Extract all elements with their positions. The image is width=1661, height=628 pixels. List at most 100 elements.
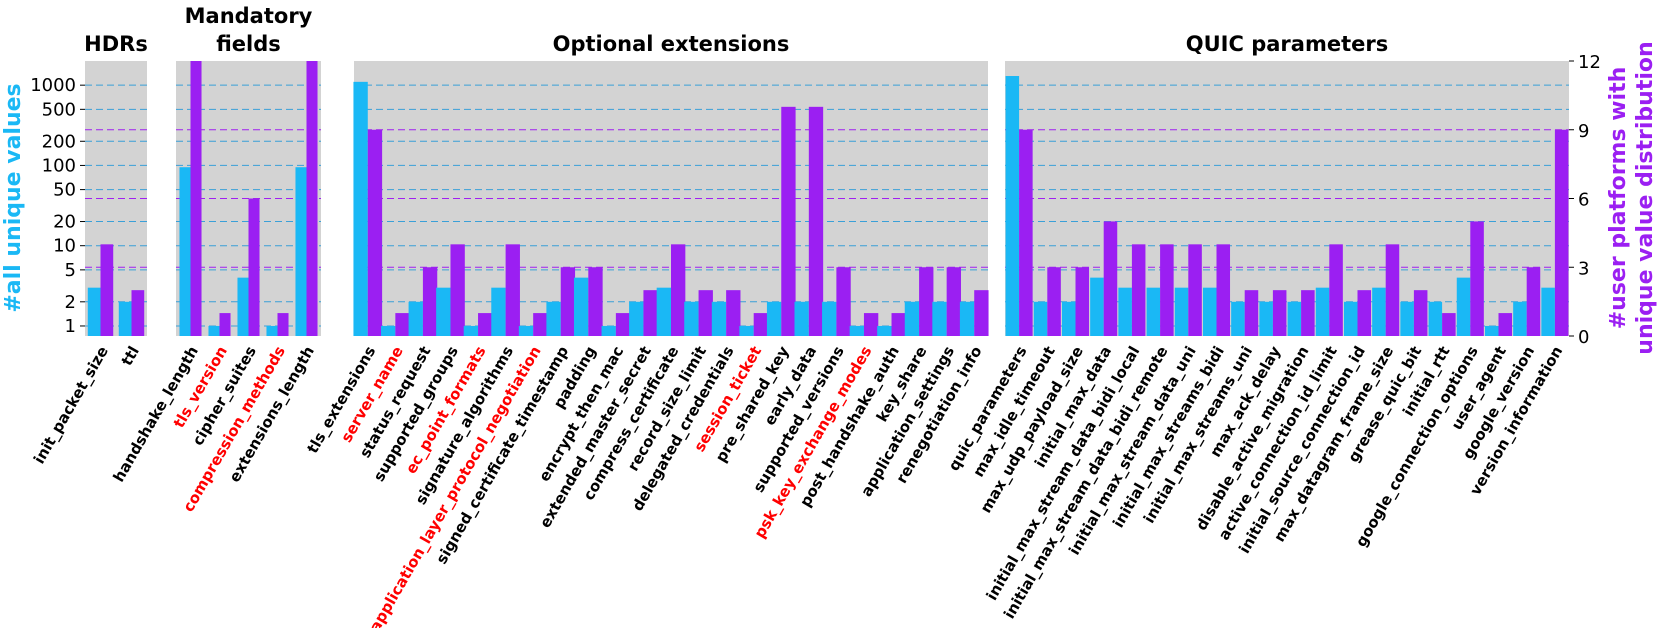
left-tick-label: 50 bbox=[53, 180, 76, 201]
bar-all-unique bbox=[381, 325, 396, 336]
bar-platforms bbox=[698, 290, 713, 336]
bar-all-unique bbox=[849, 325, 864, 336]
bar-platforms bbox=[1526, 267, 1541, 336]
bar-platforms bbox=[1329, 244, 1343, 336]
left-axis: 1 2 5 10 20 50 100 200 500 1000 bbox=[30, 75, 85, 337]
right-tick-label: 6 bbox=[1578, 190, 1589, 211]
bar-platforms bbox=[219, 313, 231, 336]
right-axis-label-line1: #user platforms with bbox=[1606, 67, 1631, 330]
bar-platforms bbox=[1188, 244, 1202, 336]
right-axis-label-line2: unique value distribution bbox=[1633, 41, 1658, 354]
bar-platforms bbox=[306, 61, 318, 336]
left-tick-label: 100 bbox=[42, 155, 76, 176]
bar-platforms bbox=[450, 244, 465, 336]
left-tick-label: 20 bbox=[53, 212, 76, 233]
bar-platforms bbox=[1301, 290, 1315, 336]
bar-platforms bbox=[1103, 221, 1118, 336]
bar-platforms bbox=[1047, 267, 1061, 336]
bar-all-unique bbox=[711, 301, 727, 336]
right-tick-label: 12 bbox=[1578, 52, 1601, 73]
bar-platforms bbox=[1244, 290, 1259, 336]
bar-platforms bbox=[671, 244, 686, 336]
bar-platforms bbox=[1075, 267, 1090, 336]
bar-platforms bbox=[1131, 244, 1146, 336]
bar-platforms bbox=[1554, 129, 1569, 336]
bar-platforms bbox=[505, 244, 520, 336]
bar-platforms bbox=[100, 244, 114, 336]
bar-platforms bbox=[533, 313, 548, 336]
bar-platforms bbox=[1019, 129, 1033, 336]
bar-all-unique bbox=[408, 301, 423, 336]
bar-platforms bbox=[422, 267, 438, 336]
bar-all-unique bbox=[766, 301, 782, 336]
panel-title: HDRs bbox=[84, 32, 148, 56]
bar-all-unique bbox=[1541, 287, 1555, 336]
right-tick-label: 9 bbox=[1578, 121, 1589, 142]
panel-3: Optional extensionstls_extensionsserver_… bbox=[303, 32, 989, 628]
bar-all-unique bbox=[208, 325, 220, 336]
bar-platforms bbox=[395, 313, 410, 336]
bar-platforms bbox=[1272, 290, 1287, 336]
bar-all-unique bbox=[1315, 287, 1330, 336]
bar-platforms bbox=[891, 313, 906, 336]
bar-all-unique bbox=[1090, 277, 1104, 336]
left-tick-label: 5 bbox=[65, 260, 76, 281]
bar-all-unique bbox=[518, 325, 534, 336]
bar-platforms bbox=[919, 267, 934, 336]
left-tick-label: 2 bbox=[65, 292, 76, 313]
bar-all-unique bbox=[1287, 301, 1302, 336]
bar-all-unique bbox=[179, 167, 191, 336]
bar-all-unique bbox=[1343, 301, 1358, 336]
bar-all-unique bbox=[656, 287, 671, 336]
bar-all-unique bbox=[1005, 76, 1020, 337]
bar-all-unique bbox=[932, 301, 947, 336]
right-tick-label: 0 bbox=[1578, 327, 1589, 348]
bar-all-unique bbox=[1428, 301, 1443, 336]
bar-platforms bbox=[190, 61, 202, 336]
bar-platforms bbox=[615, 313, 631, 336]
bar-all-unique bbox=[1061, 301, 1076, 336]
bar-platforms bbox=[367, 129, 383, 336]
bar-platforms bbox=[726, 290, 741, 336]
bar-all-unique bbox=[822, 301, 837, 336]
bar-all-unique bbox=[295, 167, 307, 336]
bar-all-unique bbox=[1174, 287, 1189, 336]
right-tick-label: 3 bbox=[1578, 258, 1589, 279]
left-tick-label: 1000 bbox=[30, 75, 76, 96]
bar-all-unique bbox=[601, 325, 616, 336]
bar-all-unique bbox=[1513, 301, 1527, 336]
bar-platforms bbox=[1442, 313, 1456, 336]
bar-all-unique bbox=[1456, 277, 1471, 336]
bar-all-unique bbox=[1400, 301, 1414, 336]
bar-all-unique bbox=[1202, 287, 1217, 336]
bar-all-unique bbox=[1231, 301, 1245, 336]
left-tick-label: 10 bbox=[53, 236, 76, 257]
bar-platforms bbox=[131, 290, 145, 336]
left-axis-label: #all unique values bbox=[1, 83, 26, 312]
bar-all-unique bbox=[87, 287, 101, 336]
bar-all-unique bbox=[794, 301, 809, 336]
bar-platforms bbox=[781, 106, 796, 336]
left-tick-label: 500 bbox=[42, 99, 76, 120]
bar-all-unique bbox=[353, 81, 368, 336]
left-tick-label: 200 bbox=[42, 131, 76, 152]
category-group: ttl bbox=[118, 290, 145, 369]
x-tick-label: ttl bbox=[118, 343, 143, 369]
x-tick-label: init_packet_size bbox=[30, 343, 112, 467]
bar-all-unique bbox=[684, 301, 699, 336]
right-axis: 0 3 6 9 12 bbox=[1569, 52, 1601, 348]
bar-platforms bbox=[248, 198, 260, 336]
bar-all-unique bbox=[1146, 287, 1161, 336]
panel-title: QUIC parameters bbox=[1186, 32, 1388, 56]
bar-platforms bbox=[1470, 221, 1484, 336]
bar-all-unique bbox=[1259, 301, 1273, 336]
bar-platforms bbox=[1385, 244, 1400, 336]
bar-platforms bbox=[863, 313, 879, 336]
bar-platforms bbox=[946, 267, 961, 336]
bar-platforms bbox=[588, 267, 603, 336]
panel-title: Optional extensions bbox=[553, 32, 790, 56]
bar-platforms bbox=[277, 313, 289, 336]
left-tick-label: 1 bbox=[65, 316, 76, 337]
bar-platforms bbox=[1160, 244, 1174, 336]
